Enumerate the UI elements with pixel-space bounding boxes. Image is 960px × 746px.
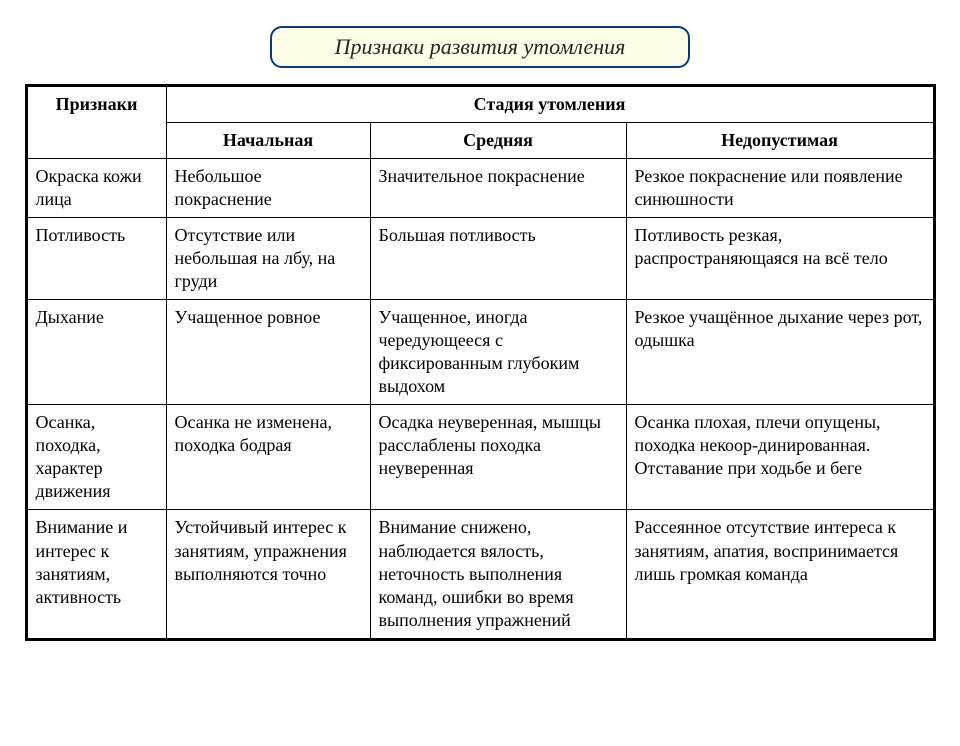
table-row: Внимание и интерес к занятиям, активност… <box>26 510 934 639</box>
fatigue-table: Признаки Стадия утомления Начальная Сред… <box>25 84 936 641</box>
col-header-unacceptable: Недопустимая <box>626 123 934 159</box>
stage-cell: Большая потливость <box>370 218 626 300</box>
table-row: Дыхание Учащенное ровное Учащенное, иног… <box>26 300 934 405</box>
stage-cell: Небольшое покраснение <box>166 159 370 218</box>
stage-cell: Отсутствие или небольшая на лбу, на груд… <box>166 218 370 300</box>
stage-cell: Устойчивый интерес к занятиям, упражнени… <box>166 510 370 639</box>
col-header-medium: Средняя <box>370 123 626 159</box>
sign-cell: Потливость <box>26 218 166 300</box>
table-row: Потливость Отсутствие или небольшая на л… <box>26 218 934 300</box>
table-row: Осанка, походка, характер движения Осанк… <box>26 405 934 510</box>
col-header-initial: Начальная <box>166 123 370 159</box>
super-header-cell: Стадия утомления <box>166 86 934 123</box>
stage-cell: Внимание снижено, наблюдается вялость, н… <box>370 510 626 639</box>
stage-cell: Резкое покраснение или появление синюшно… <box>626 159 934 218</box>
stage-cell: Учащенное ровное <box>166 300 370 405</box>
stage-cell: Учащенное, иногда чередующееся с фиксиро… <box>370 300 626 405</box>
stage-cell: Резкое учащённое дыхание через рот, одыш… <box>626 300 934 405</box>
stage-cell: Значительное покраснение <box>370 159 626 218</box>
sign-cell: Осанка, походка, характер движения <box>26 405 166 510</box>
row-header-cell: Признаки <box>26 86 166 159</box>
stage-cell: Осанка плохая, плечи опущены, походка не… <box>626 405 934 510</box>
sign-cell: Внимание и интерес к занятиям, активност… <box>26 510 166 639</box>
sign-cell: Дыхание <box>26 300 166 405</box>
stage-cell: Осадка неуверенная, мышцы расслаблены по… <box>370 405 626 510</box>
table-header-row-1: Признаки Стадия утомления <box>26 86 934 123</box>
stage-cell: Потливость резкая, распространяющаяся на… <box>626 218 934 300</box>
table-row: Окраска кожи лица Небольшое покраснение … <box>26 159 934 218</box>
page-title: Признаки развития утомления <box>270 26 690 68</box>
stage-cell: Осанка не изменена, походка бодрая <box>166 405 370 510</box>
sign-cell: Окраска кожи лица <box>26 159 166 218</box>
stage-cell: Рассеянное отсутствие интереса к занятия… <box>626 510 934 639</box>
